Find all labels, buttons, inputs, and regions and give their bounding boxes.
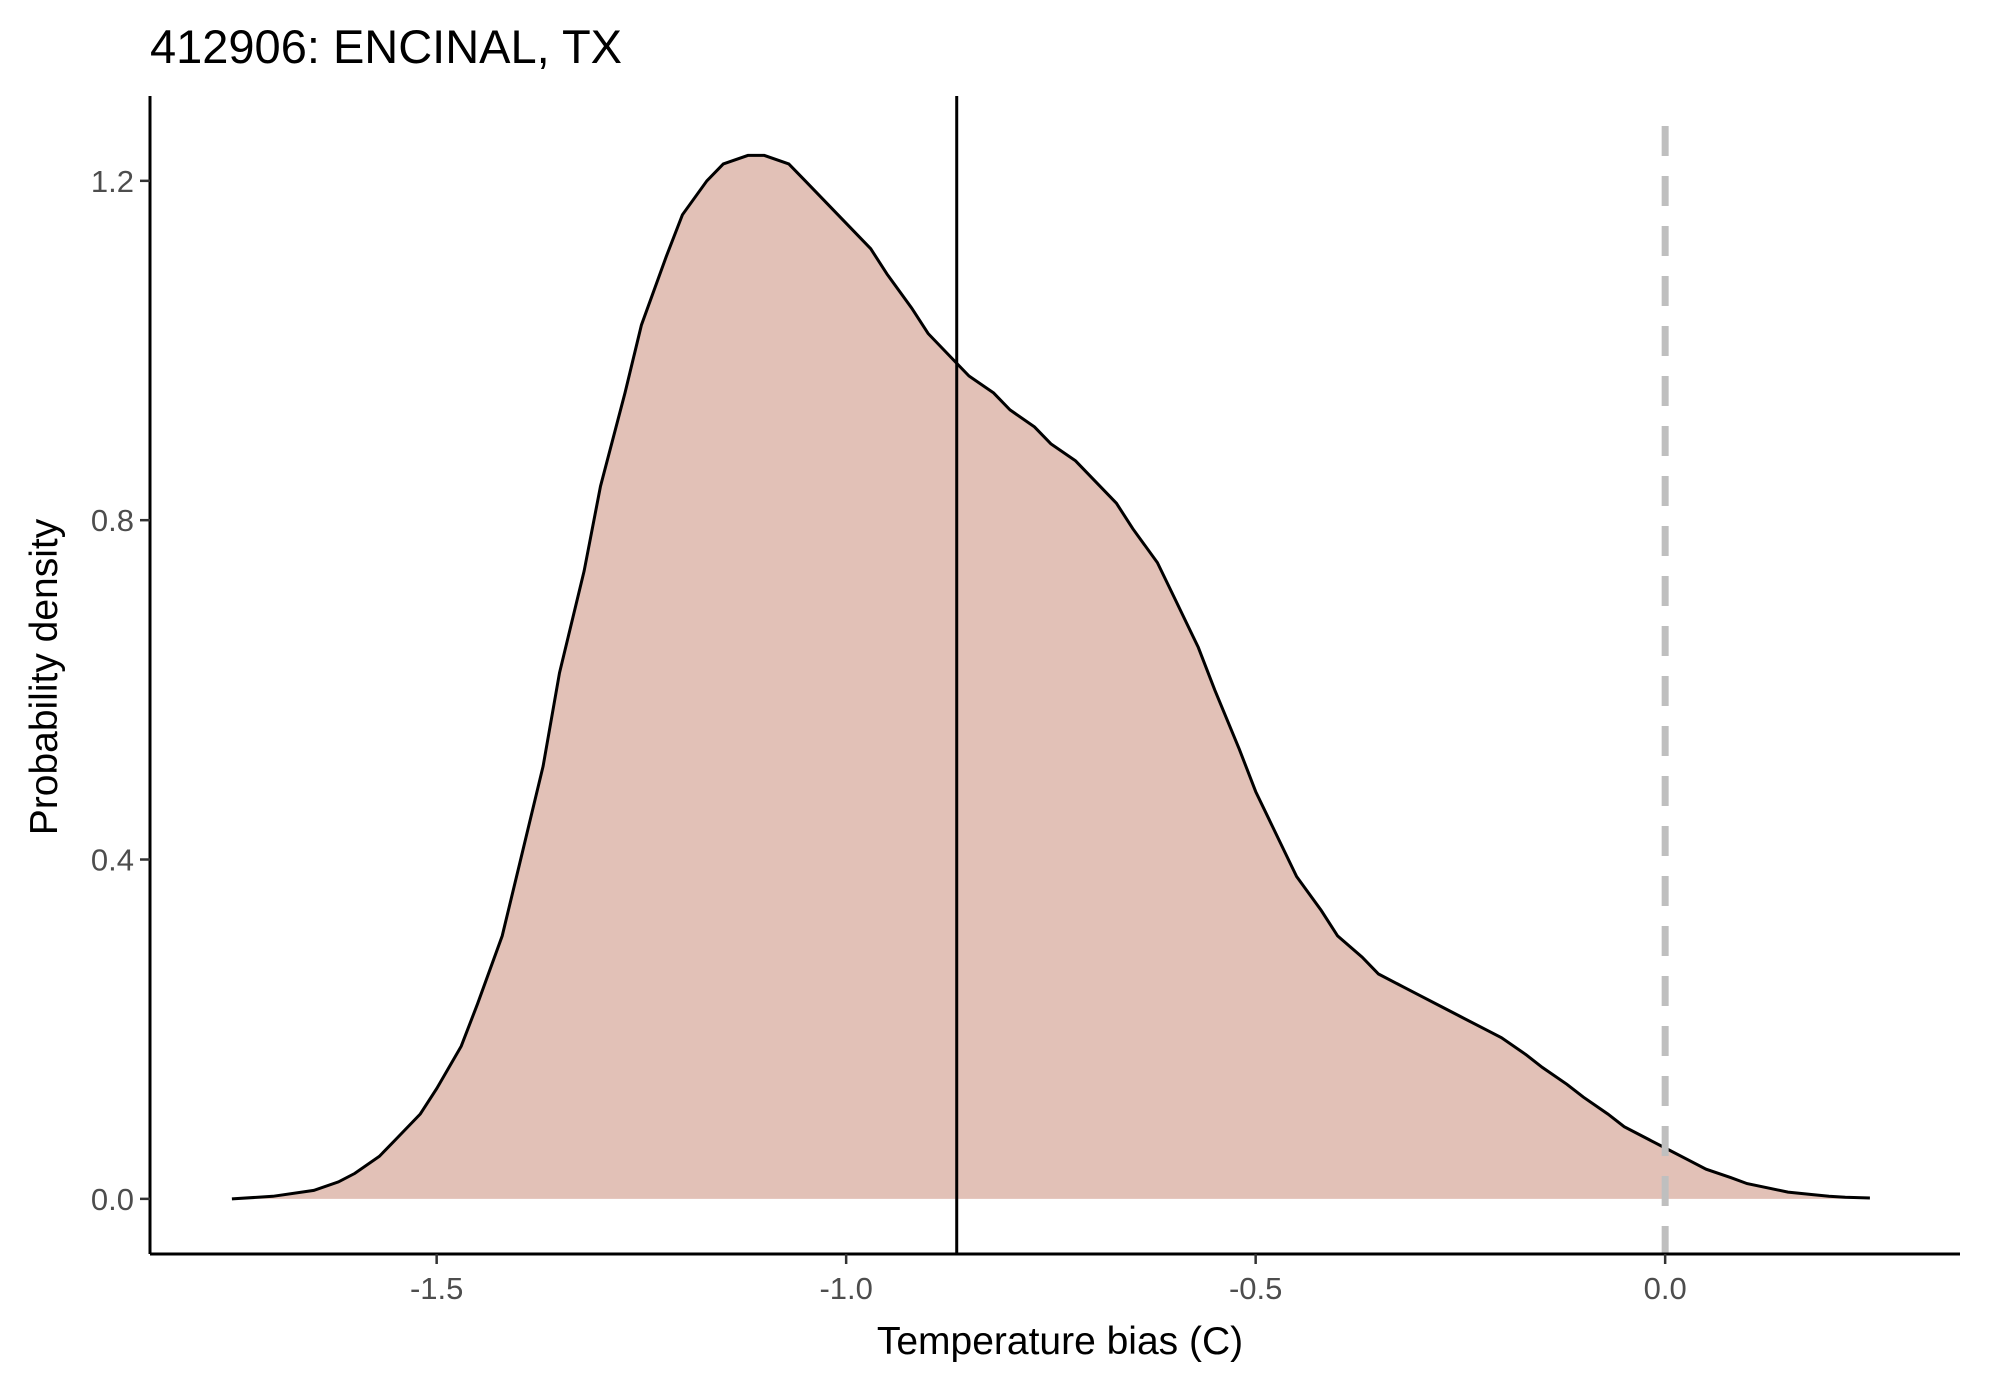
plot-area	[231, 96, 1870, 1254]
x-tick-label: -1.0	[819, 1271, 872, 1306]
y-axis-ticks: 0.0 0.4 0.8 1.2	[91, 164, 150, 1217]
axes: 0.0 0.4 0.8 1.2 -1.5 -1.0 -0.5 0.0	[91, 96, 1960, 1306]
y-tick-label: 0.8	[91, 503, 134, 538]
x-axis-ticks: -1.5 -1.0 -0.5 0.0	[410, 1254, 1687, 1306]
x-tick-label: -1.5	[410, 1271, 463, 1306]
y-tick-label: 1.2	[91, 164, 134, 199]
x-axis-title: Temperature bias (C)	[877, 1320, 1243, 1363]
y-tick-label: 0.0	[91, 1182, 134, 1217]
y-axis-title: Probability density	[23, 518, 66, 835]
x-tick-label: 0.0	[1644, 1271, 1687, 1306]
chart-title: 412906: ENCINAL, TX	[150, 20, 622, 73]
density-line	[231, 153, 1870, 1201]
x-tick-label: -0.5	[1229, 1271, 1282, 1306]
density-fill	[231, 155, 1870, 1199]
y-tick-label: 0.4	[91, 843, 134, 878]
